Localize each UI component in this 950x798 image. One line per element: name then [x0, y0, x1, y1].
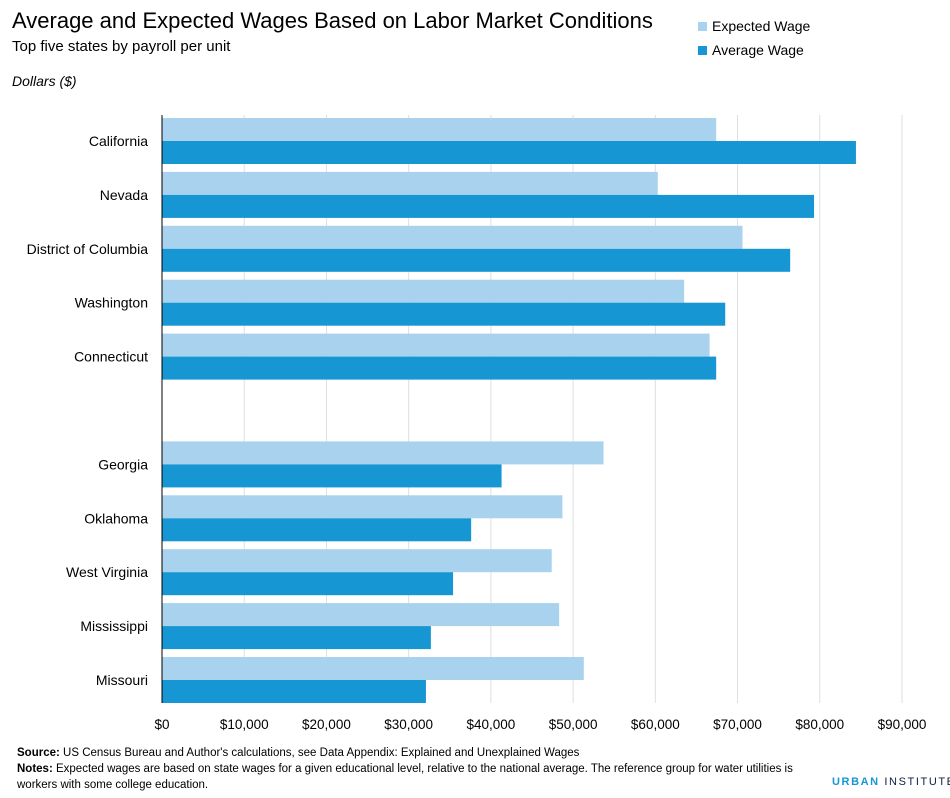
- footer: Source: US Census Bureau and Author's ca…: [17, 745, 817, 793]
- category-label-mississippi: Mississippi: [80, 618, 148, 634]
- x-tick-label-3: $30,000: [384, 717, 433, 732]
- bar-average-oklahoma: [162, 518, 472, 542]
- bar-expected-mississippi: [162, 603, 560, 627]
- x-tick-label-6: $60,000: [631, 717, 680, 732]
- category-label-california: California: [89, 133, 148, 149]
- category-label-district-of-columbia: District of Columbia: [27, 241, 149, 257]
- bar-average-mississippi: [162, 626, 431, 650]
- source-note: Source: US Census Bureau and Author's ca…: [17, 745, 817, 761]
- bar-chart: California Nevada District of Columbia Wash…: [27, 115, 927, 732]
- category-label-west-virginia: West Virginia: [66, 564, 148, 580]
- bar-expected-connecticut: [162, 333, 710, 357]
- notes-text: Expected wages are based on state wages …: [17, 763, 793, 791]
- legend-label-average: Average Wage: [712, 42, 804, 58]
- legend-swatch-expected: [698, 21, 707, 31]
- x-tick-label-9: $90,000: [878, 717, 927, 732]
- bar-expected-district-of-columbia: [162, 225, 743, 249]
- category-label-georgia: Georgia: [98, 456, 148, 472]
- bar-average-missouri: [162, 680, 426, 703]
- bar-expected-west-virginia: [162, 549, 552, 573]
- notes-note: Notes: Expected wages are based on state…: [17, 761, 817, 793]
- bar-average-west-virginia: [162, 572, 454, 596]
- category-label-washington: Washington: [75, 295, 148, 311]
- bar-expected-nevada: [162, 171, 658, 195]
- bar-average-california: [162, 141, 856, 164]
- legend-item-expected: Expected Wage: [698, 14, 810, 38]
- bar-expected-california: [162, 118, 717, 141]
- x-tick-label-1: $10,000: [220, 717, 269, 732]
- x-tick-label-7: $70,000: [713, 717, 762, 732]
- bar-expected-georgia: [162, 441, 604, 465]
- bar-average-connecticut: [162, 356, 717, 380]
- category-label-nevada: Nevada: [100, 187, 148, 203]
- bar-expected-missouri: [162, 657, 584, 680]
- legend: Expected Wage Average Wage: [698, 14, 810, 62]
- urban-institute-logo: URBAN INSTITUTE: [832, 776, 950, 788]
- logo-part-institute: INSTITUTE: [879, 776, 950, 788]
- x-tick-label-0: $0: [154, 717, 169, 732]
- unit-label: Dollars ($): [12, 73, 77, 89]
- category-label-missouri: Missouri: [96, 672, 148, 688]
- x-tick-label-8: $80,000: [795, 717, 844, 732]
- x-tick-label-5: $50,000: [549, 717, 598, 732]
- chart-title: Average and Expected Wages Based on Labo…: [12, 8, 653, 33]
- bar-average-washington: [162, 302, 726, 326]
- category-label-oklahoma: Oklahoma: [84, 510, 148, 526]
- notes-label: Notes:: [17, 763, 53, 775]
- x-tick-label-2: $20,000: [302, 717, 351, 732]
- source-text: US Census Bureau and Author's calculatio…: [59, 747, 580, 759]
- legend-swatch-average: [698, 45, 707, 55]
- legend-item-average: Average Wage: [698, 38, 810, 62]
- bar-average-georgia: [162, 464, 502, 488]
- bar-average-nevada: [162, 194, 815, 218]
- bar-expected-washington: [162, 279, 685, 303]
- source-label: Source:: [17, 747, 60, 759]
- x-tick-label-4: $40,000: [466, 717, 515, 732]
- category-label-connecticut: Connecticut: [74, 349, 148, 365]
- chart-subtitle: Top five states by payroll per unit: [12, 38, 231, 55]
- bar-average-district-of-columbia: [162, 248, 791, 272]
- bar-expected-oklahoma: [162, 495, 563, 519]
- legend-label-expected: Expected Wage: [712, 18, 811, 34]
- logo-part-urban: URBAN: [832, 776, 880, 788]
